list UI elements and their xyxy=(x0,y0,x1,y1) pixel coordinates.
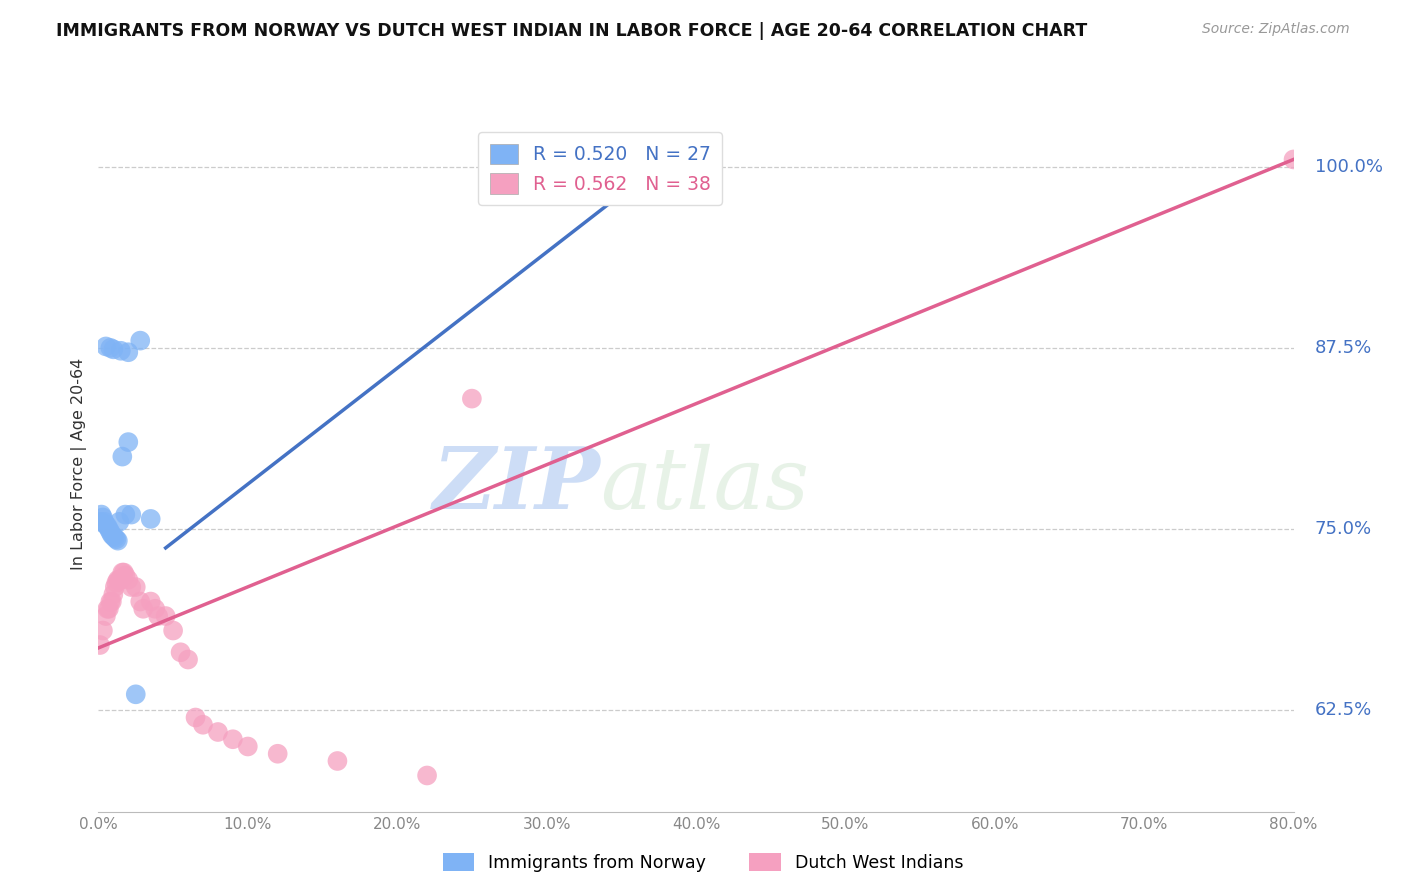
Point xyxy=(107,533,129,548)
Point xyxy=(139,512,162,526)
Text: 75.0%: 75.0% xyxy=(1315,520,1372,538)
Point xyxy=(1282,153,1305,167)
Point xyxy=(461,392,484,406)
Text: 100.0%: 100.0% xyxy=(1315,158,1382,176)
Point xyxy=(117,573,139,587)
Point xyxy=(132,602,155,616)
Point xyxy=(94,517,117,532)
Point xyxy=(103,343,125,357)
Point xyxy=(326,754,349,768)
Point xyxy=(91,624,114,638)
Point xyxy=(120,508,142,522)
Text: ZIP: ZIP xyxy=(433,443,600,526)
Point xyxy=(97,522,120,536)
Point xyxy=(184,710,207,724)
Legend: Immigrants from Norway, Dutch West Indians: Immigrants from Norway, Dutch West India… xyxy=(436,847,970,879)
Point xyxy=(129,594,152,608)
Point xyxy=(98,594,122,608)
Point xyxy=(267,747,290,761)
Point xyxy=(191,718,214,732)
Point xyxy=(108,573,131,587)
Point xyxy=(104,580,127,594)
Point xyxy=(98,341,122,355)
Point xyxy=(90,508,112,522)
Point xyxy=(103,529,125,543)
Point xyxy=(169,645,191,659)
Point xyxy=(94,339,117,353)
Text: 87.5%: 87.5% xyxy=(1315,339,1372,357)
Point xyxy=(105,532,128,546)
Point xyxy=(89,638,111,652)
Y-axis label: In Labor Force | Age 20-64: In Labor Force | Age 20-64 xyxy=(72,358,87,570)
Point xyxy=(96,519,118,533)
Point xyxy=(139,594,162,608)
Point xyxy=(120,580,142,594)
Point xyxy=(143,602,166,616)
Point xyxy=(93,515,115,529)
Point xyxy=(125,687,148,701)
Text: IMMIGRANTS FROM NORWAY VS DUTCH WEST INDIAN IN LABOR FORCE | AGE 20-64 CORRELATI: IMMIGRANTS FROM NORWAY VS DUTCH WEST IND… xyxy=(56,22,1087,40)
Point xyxy=(148,609,170,624)
Point xyxy=(108,515,131,529)
Point xyxy=(125,580,148,594)
Point xyxy=(114,508,136,522)
Point xyxy=(101,594,124,608)
Point xyxy=(103,587,125,601)
Point xyxy=(162,624,184,638)
Point xyxy=(207,725,229,739)
Point xyxy=(222,732,245,747)
Point xyxy=(101,528,124,542)
Point xyxy=(177,652,200,666)
Point xyxy=(111,566,134,580)
Point xyxy=(112,566,135,580)
Point xyxy=(114,568,136,582)
Point xyxy=(104,531,127,545)
Point xyxy=(107,573,129,587)
Point xyxy=(96,602,118,616)
Point xyxy=(91,510,114,524)
Point xyxy=(98,524,122,539)
Point xyxy=(117,345,139,359)
Legend: R = 0.520   N = 27, R = 0.562   N = 38: R = 0.520 N = 27, R = 0.562 N = 38 xyxy=(478,132,721,205)
Point xyxy=(117,435,139,450)
Point xyxy=(155,609,177,624)
Point xyxy=(111,450,134,464)
Point xyxy=(89,515,111,529)
Text: Source: ZipAtlas.com: Source: ZipAtlas.com xyxy=(1202,22,1350,37)
Point xyxy=(655,153,678,167)
Text: atlas: atlas xyxy=(600,443,810,526)
Point xyxy=(110,343,132,358)
Point xyxy=(110,573,132,587)
Point xyxy=(236,739,259,754)
Point xyxy=(416,768,439,782)
Point xyxy=(97,602,120,616)
Text: 62.5%: 62.5% xyxy=(1315,701,1372,719)
Point xyxy=(105,575,128,590)
Point xyxy=(129,334,152,348)
Point xyxy=(94,609,117,624)
